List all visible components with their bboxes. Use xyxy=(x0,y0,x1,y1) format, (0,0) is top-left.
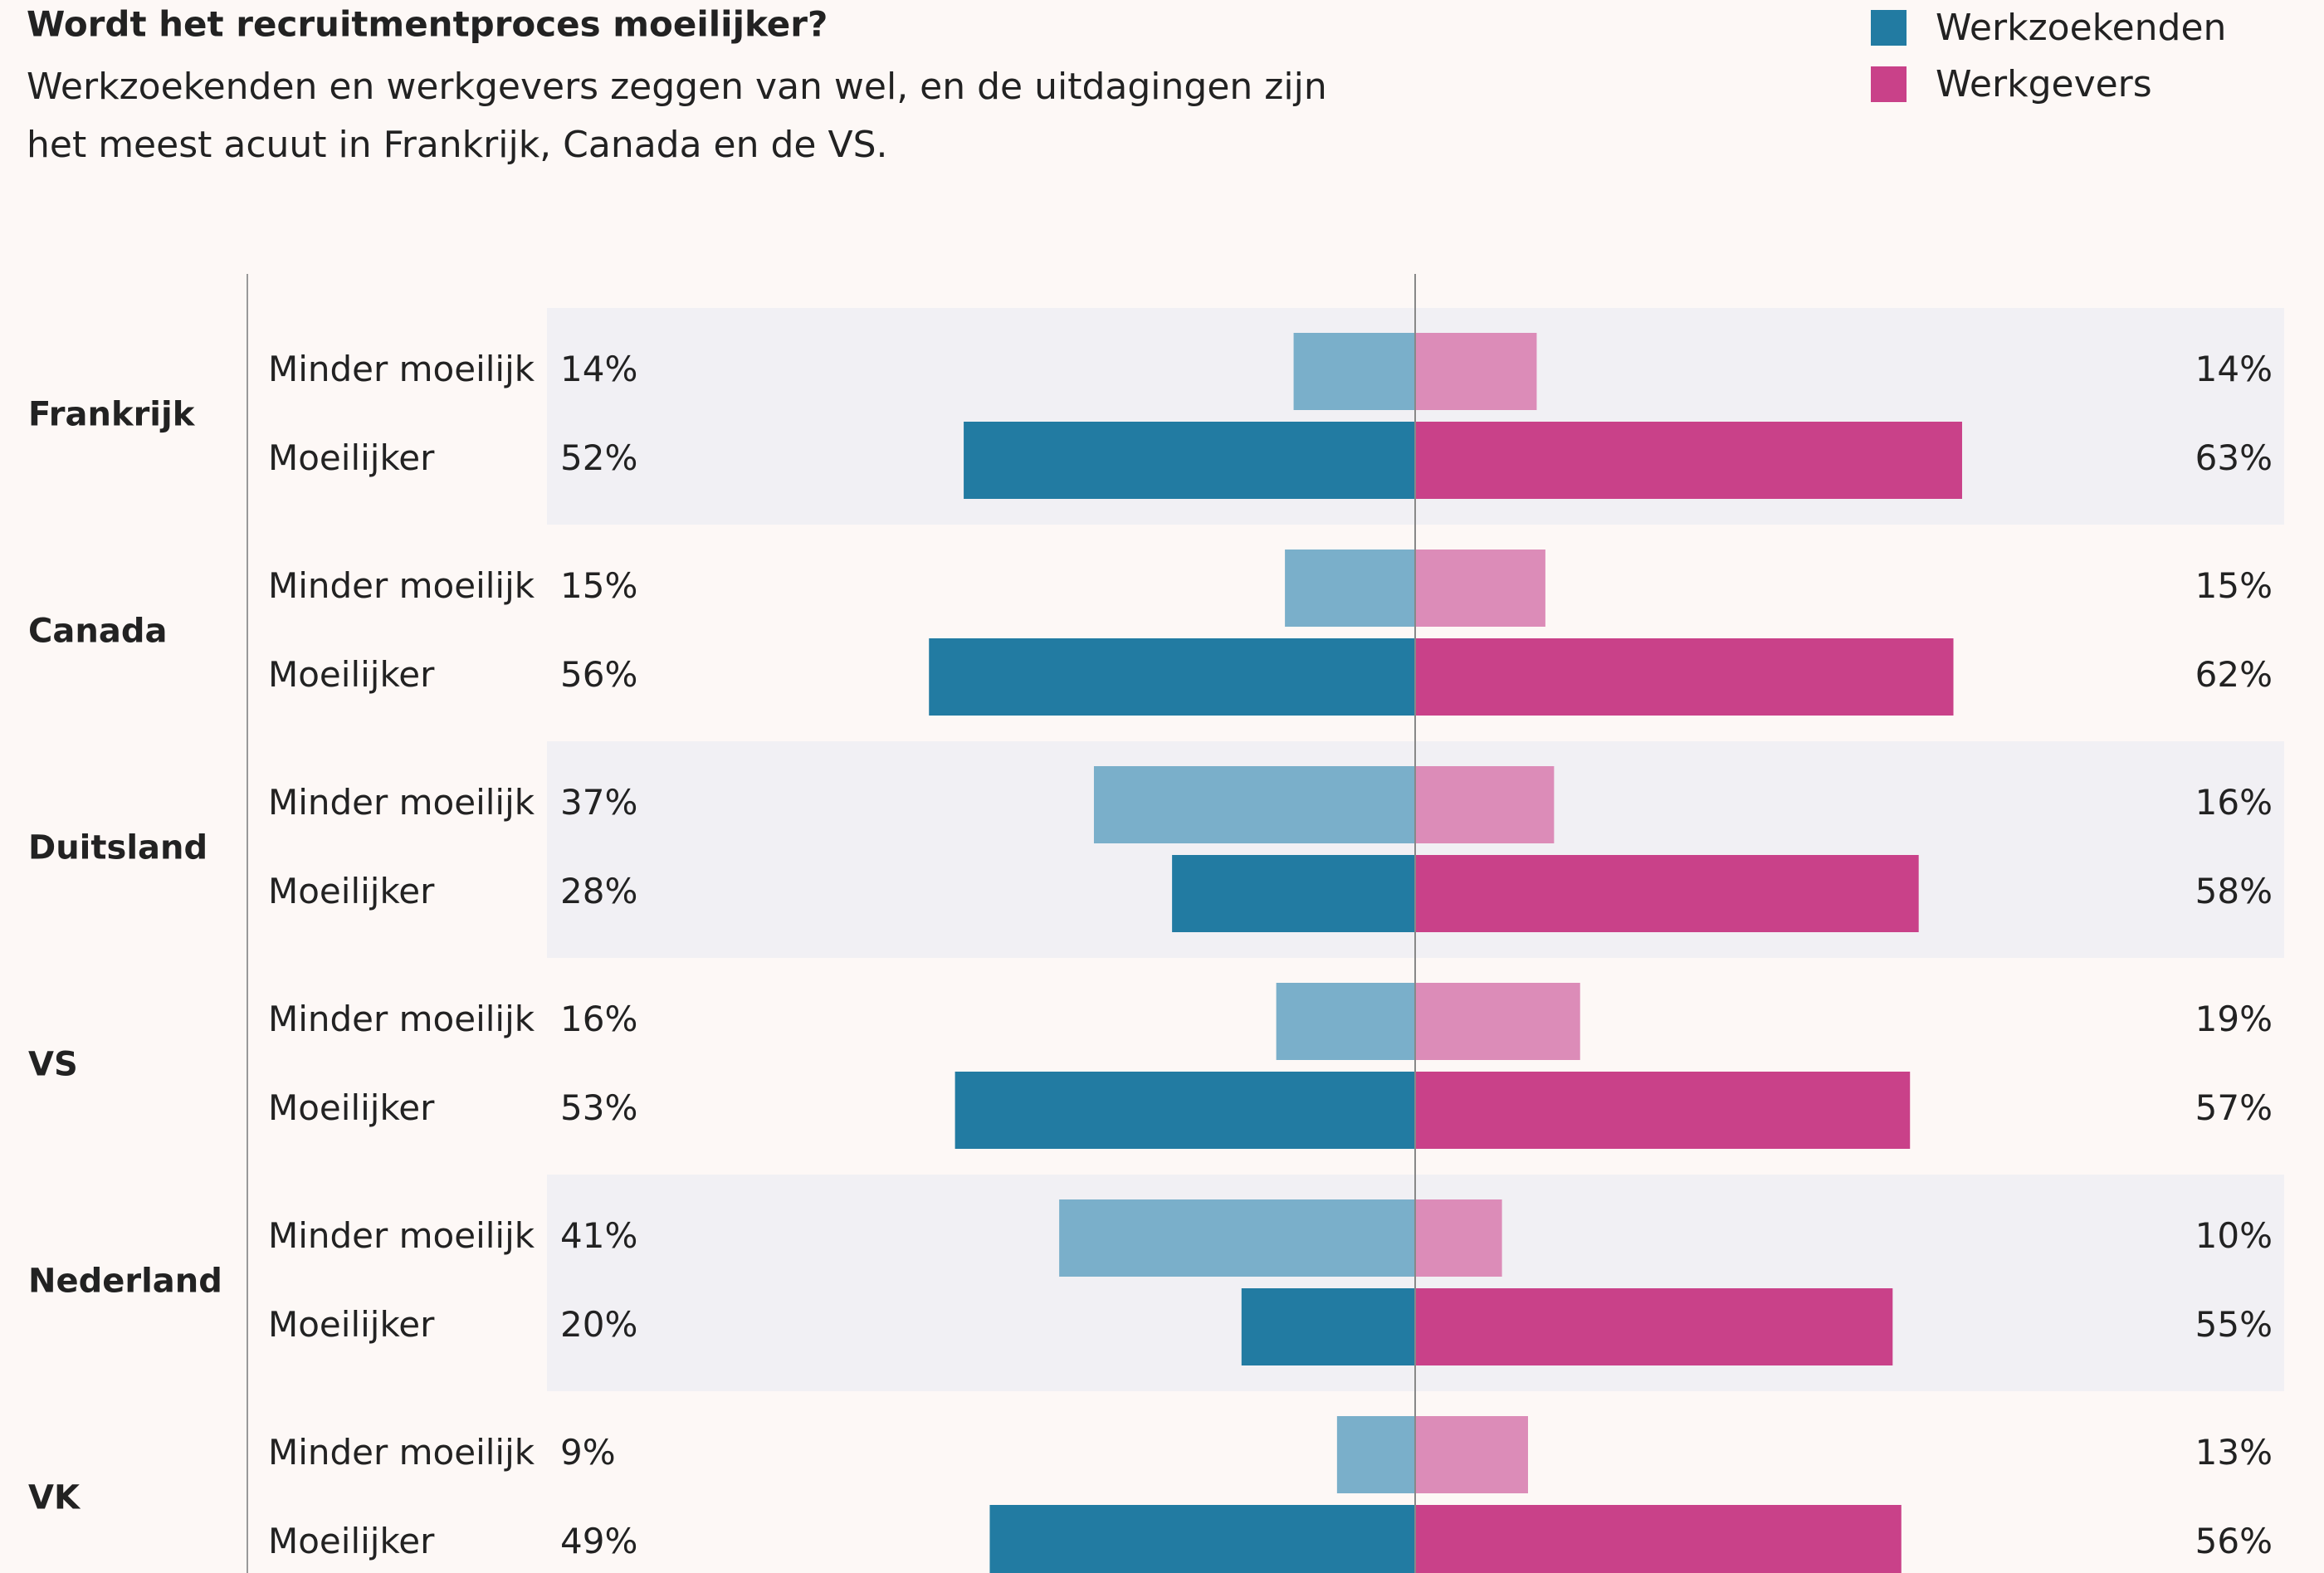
value-label: 37% xyxy=(560,782,637,823)
bar xyxy=(1276,983,1415,1060)
category-label: Minder moeilijk xyxy=(268,349,535,389)
category-label: Moeilijker xyxy=(268,1521,435,1561)
value-label: 10% xyxy=(2195,1215,2273,1256)
category-label: Minder moeilijk xyxy=(268,1432,535,1473)
legend-swatch xyxy=(1871,10,1907,46)
legend-label: Werkzoekenden xyxy=(1936,7,2226,49)
category-label: Moeilijker xyxy=(268,1087,435,1128)
bar xyxy=(1336,1416,1415,1493)
legend-label: Werkgevers xyxy=(1936,63,2152,105)
chart-title: Wordt het recruitmentproces moeilijker? xyxy=(27,4,828,45)
category-label: Moeilijker xyxy=(268,654,435,695)
category-label: Minder moeilijk xyxy=(268,999,535,1039)
category-label: Minder moeilijk xyxy=(268,565,535,606)
value-label: 52% xyxy=(560,437,637,478)
bar xyxy=(1415,1199,1502,1277)
category-label: Minder moeilijk xyxy=(268,1215,535,1256)
bar xyxy=(1415,766,1555,843)
bar xyxy=(1415,855,1919,932)
bar xyxy=(1241,1288,1415,1365)
bar xyxy=(1415,422,1962,499)
value-label: 28% xyxy=(560,871,637,911)
bar xyxy=(1285,550,1415,627)
bar xyxy=(989,1505,1415,1573)
value-label: 41% xyxy=(560,1215,637,1256)
group-label: VS xyxy=(28,1046,78,1084)
bar xyxy=(1093,766,1415,843)
bar xyxy=(1293,333,1415,410)
group-label: Duitsland xyxy=(28,829,208,867)
value-label: 15% xyxy=(2195,565,2273,606)
category-label: Minder moeilijk xyxy=(268,782,535,823)
bar xyxy=(1415,1288,1893,1365)
category-label: Moeilijker xyxy=(268,1304,435,1345)
value-label: 55% xyxy=(2195,1304,2273,1345)
value-label: 14% xyxy=(2195,349,2273,389)
value-label: 53% xyxy=(560,1087,637,1128)
group-label: Frankrijk xyxy=(28,396,196,434)
value-label: 9% xyxy=(560,1432,616,1473)
value-label: 20% xyxy=(560,1304,637,1345)
bar xyxy=(954,1072,1415,1149)
bar xyxy=(929,638,1415,716)
value-label: 13% xyxy=(2195,1432,2273,1473)
value-label: 49% xyxy=(560,1521,637,1561)
subtitle: Werkzoekenden en werkgevers zeggen van w… xyxy=(27,66,1327,108)
value-label: 16% xyxy=(560,999,637,1039)
value-label: 15% xyxy=(560,565,637,606)
group-label: VK xyxy=(28,1479,81,1517)
group-label: Nederland xyxy=(28,1263,222,1301)
bar xyxy=(1415,333,1537,410)
value-label: 58% xyxy=(2195,871,2273,911)
value-label: 56% xyxy=(2195,1521,2273,1561)
subtitle: het meest acuut in Frankrijk, Canada en … xyxy=(27,124,888,166)
bar xyxy=(1415,1072,1911,1149)
bar xyxy=(1415,1505,1902,1573)
legend-swatch xyxy=(1871,66,1907,102)
value-label: 14% xyxy=(560,349,637,389)
bar xyxy=(1415,1416,1528,1493)
bar xyxy=(1415,638,1954,716)
value-label: 19% xyxy=(2195,999,2273,1039)
bar xyxy=(1415,983,1580,1060)
bar xyxy=(1059,1199,1415,1277)
value-label: 56% xyxy=(560,654,637,695)
category-label: Moeilijker xyxy=(268,871,435,911)
value-label: 62% xyxy=(2195,654,2273,695)
bar xyxy=(1172,855,1415,932)
value-label: 16% xyxy=(2195,782,2273,823)
group-label: Canada xyxy=(28,613,167,651)
bar xyxy=(964,422,1415,499)
value-label: 63% xyxy=(2195,437,2273,478)
category-label: Moeilijker xyxy=(268,437,435,478)
bar xyxy=(1415,550,1545,627)
value-label: 57% xyxy=(2195,1087,2273,1128)
